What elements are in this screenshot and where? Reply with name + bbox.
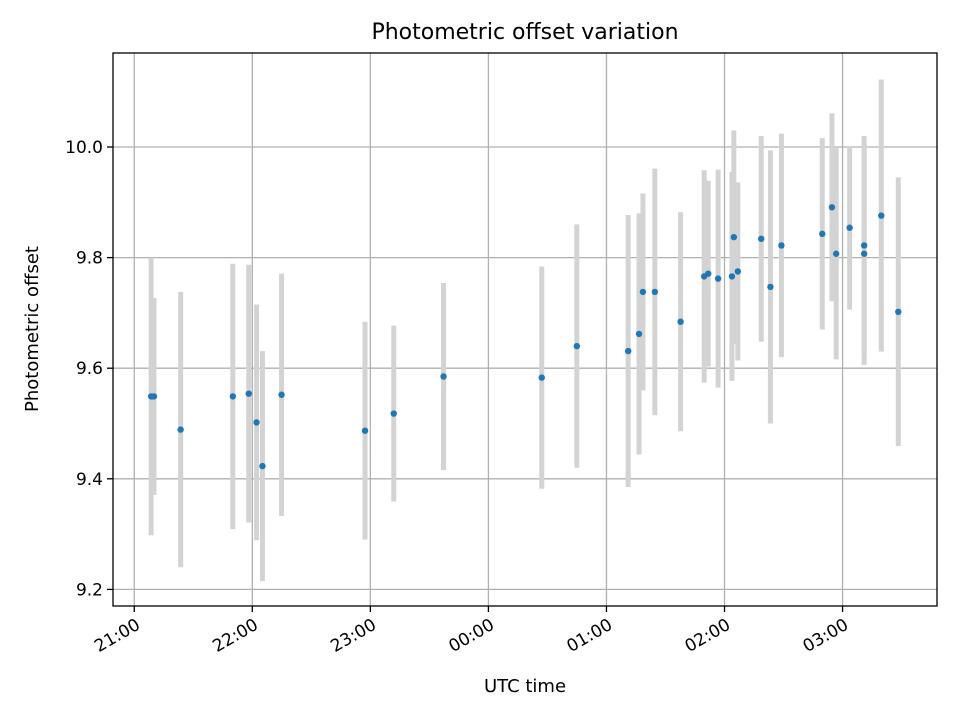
data-point-15: [639, 288, 647, 296]
y-tick-label-1: 9.4: [76, 470, 103, 490]
data-point-27: [819, 230, 826, 238]
data-point-25: [767, 283, 774, 291]
data-point-33: [878, 212, 885, 219]
data-point-28: [828, 204, 836, 211]
data-point-26: [778, 242, 785, 249]
x-axis-label: UTC time: [484, 676, 566, 697]
data-point-10: [440, 373, 447, 380]
data-point-17: [677, 318, 684, 325]
data-point-14: [635, 330, 643, 338]
y-axis-ticks: 9.2 9.4 9.6 9.8 10.0: [65, 138, 113, 600]
data-point-20: [714, 275, 722, 282]
data-point-34: [895, 308, 902, 316]
chart-title: Photometric offset variation: [371, 20, 678, 45]
data-point-1: [150, 393, 158, 400]
y-axis-label: Photometric offset: [22, 246, 43, 412]
data-point-2: [177, 426, 184, 433]
data-point-31: [860, 242, 868, 249]
data-point-16: [651, 288, 659, 296]
data-points: [147, 204, 902, 470]
plot-frame: [112, 52, 938, 607]
data-point-3: [229, 393, 237, 400]
data-point-9: [390, 410, 397, 417]
y-tick-label-4: 10.0: [65, 138, 103, 158]
data-point-19: [705, 270, 712, 277]
data-point-7: [278, 391, 285, 398]
data-point-12: [573, 342, 581, 350]
grid-lines: [113, 53, 937, 606]
data-point-5: [253, 419, 260, 426]
y-tick-label-3: 9.8: [76, 249, 103, 269]
data-point-11: [538, 374, 545, 381]
data-point-22: [730, 233, 738, 241]
data-point-23: [734, 268, 742, 275]
data-point-21: [728, 273, 736, 280]
data-point-8: [361, 427, 369, 434]
data-point-13: [624, 347, 632, 355]
y-tick-label-2: 9.6: [76, 359, 103, 379]
data-point-29: [832, 250, 840, 257]
data-point-4: [245, 390, 252, 397]
data-point-24: [758, 235, 765, 243]
y-tick-label-0: 9.2: [76, 580, 103, 600]
data-point-32: [860, 250, 868, 257]
data-point-30: [846, 224, 853, 231]
data-point-6: [259, 462, 266, 470]
